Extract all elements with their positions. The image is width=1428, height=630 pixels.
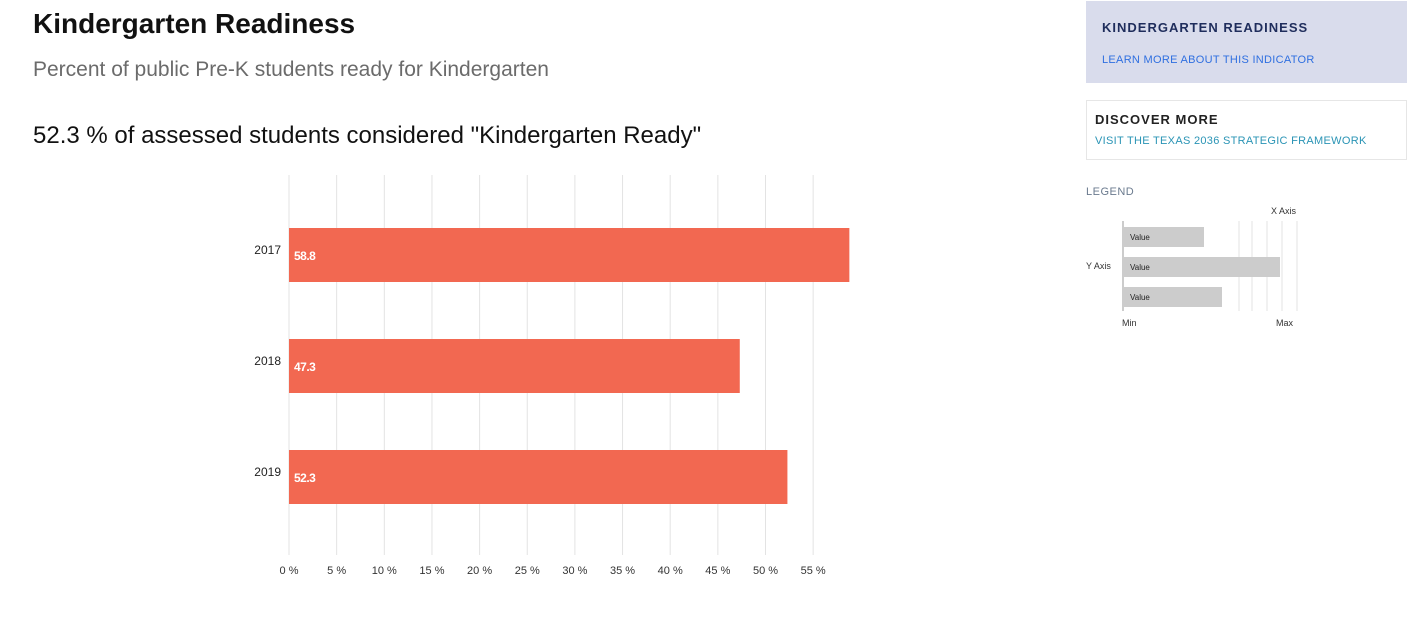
x-tick-label: 35 %: [610, 565, 635, 577]
page-title: Kindergarten Readiness: [33, 8, 356, 39]
x-tick-label: 40 %: [658, 565, 683, 577]
x-tick-label: 15 %: [419, 565, 444, 577]
legend-max-label: Max: [1276, 318, 1294, 328]
y-tick-label: 2018: [254, 354, 281, 368]
x-tick-label: 10 %: [372, 565, 397, 577]
bar: [289, 228, 850, 282]
headline-stat: 52.3 % of assessed students considered "…: [33, 122, 702, 149]
page-subtitle: Percent of public Pre-K students ready f…: [33, 58, 549, 81]
bar: [289, 450, 788, 504]
bar-value-label: 52.3: [294, 471, 316, 485]
legend-x-axis-label: X Axis: [1271, 206, 1297, 216]
legend-bar-1-label: Value: [1130, 233, 1150, 242]
legend-bar-2: [1124, 257, 1280, 277]
legend-bar-3-label: Value: [1130, 293, 1150, 302]
bar-chart: 0 % 5 % 10 % 15 % 20 % 25 % 30 % 35 % 40 % 45 % 50…: [254, 175, 850, 577]
y-tick-label: 2017: [254, 243, 281, 257]
learn-more-link[interactable]: LEARN MORE ABOUT THIS INDICATOR: [1102, 54, 1315, 66]
discover-more-card: DISCOVER MORE VISIT THE TEXAS 2036 STRAT…: [1086, 100, 1407, 160]
legend-diagram: X Axis Y Axis Value Value Value Min Max: [1086, 206, 1298, 328]
indicator-card: KINDERGARTEN READINESS LEARN MORE ABOUT …: [1086, 1, 1407, 83]
x-tick-label: 45 %: [705, 565, 730, 577]
y-tick-label: 2019: [254, 465, 281, 479]
bar-value-label: 58.8: [294, 249, 316, 263]
bar-value-label: 47.3: [294, 360, 316, 374]
indicator-card-heading: KINDERGARTEN READINESS: [1102, 20, 1309, 35]
legend-bar-2-label: Value: [1130, 263, 1150, 272]
legend-y-axis-label: Y Axis: [1086, 261, 1111, 271]
legend-bar-1: [1124, 227, 1204, 247]
x-tick-label: 20 %: [467, 565, 492, 577]
x-tick-label: 25 %: [515, 565, 540, 577]
legend-bar-3: [1124, 287, 1222, 307]
x-tick-label: 30 %: [562, 565, 587, 577]
legend-min-label: Min: [1122, 318, 1137, 328]
legend-title: LEGEND: [1086, 186, 1135, 198]
discover-more-heading: DISCOVER MORE: [1095, 112, 1219, 127]
x-tick-label: 5 %: [327, 565, 346, 577]
x-tick-label: 50 %: [753, 565, 778, 577]
strategic-framework-link[interactable]: VISIT THE TEXAS 2036 STRATEGIC FRAMEWORK: [1095, 135, 1367, 147]
bar: [289, 339, 740, 393]
x-tick-label: 55 %: [801, 565, 826, 577]
x-tick-label: 0 %: [280, 565, 299, 577]
